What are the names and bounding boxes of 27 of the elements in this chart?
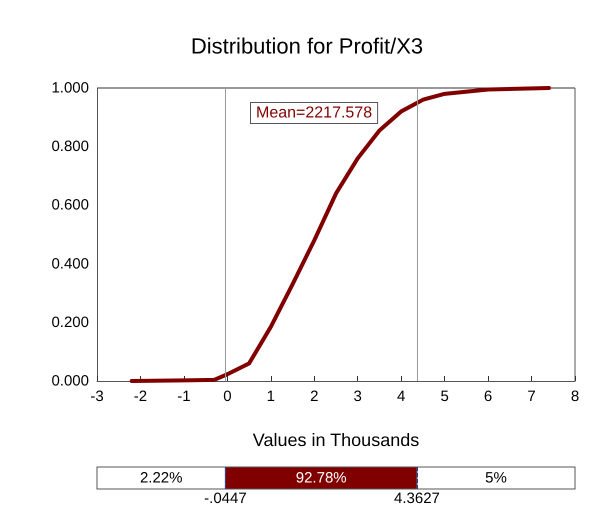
x-tick-label: 6 [484,388,492,405]
text: 5% [485,470,507,486]
chart-title: Distribution for Profit/X3 [190,34,424,58]
x-tick-label: 3 [354,388,362,405]
x-tick-label: 1 [266,388,275,405]
y-tick-label: 0.000 [51,372,89,390]
x-tick-label: -3 [90,388,104,405]
y-tick-label: 0.200 [51,314,89,331]
annotation: Mean=2217.578 [256,104,372,122]
y-tick-label: 0.600 [51,196,89,214]
y-tick-label: 0.400 [51,255,89,272]
text: 4.3627 [394,490,440,507]
x-tick-label: 5 [440,388,449,405]
x-tick-label: 4 [397,388,406,405]
x-tick-label: 8 [570,388,580,405]
x-tick-label: -1 [177,388,191,405]
x-tick-label: 7 [527,388,536,405]
text: 92.78% [296,470,347,486]
x-tick-label: 2 [310,388,318,405]
x-tick-label: -2 [134,388,148,405]
x-tick-label: 0 [223,388,232,405]
line-series [130,86,551,383]
text: 2.22% [140,470,182,486]
text: -.0447 [204,490,247,507]
x-axis-title: Values in Thousands [252,430,420,450]
y-tick-label: 1.000 [51,80,89,96]
y-tick-label: 0.800 [51,138,89,156]
